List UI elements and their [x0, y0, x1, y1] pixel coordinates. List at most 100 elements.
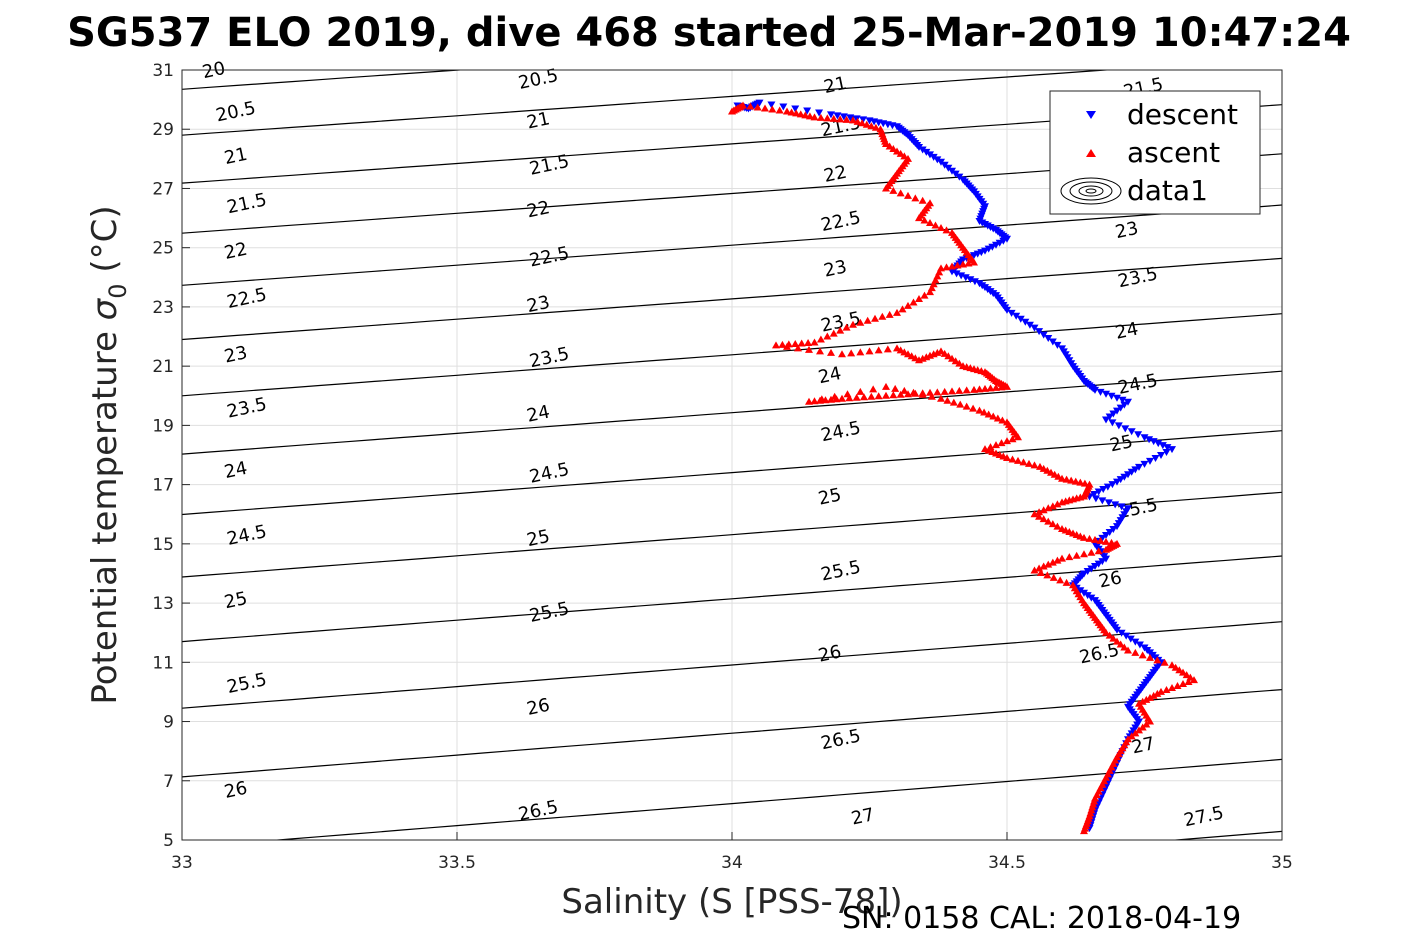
- ascent-point: [948, 262, 956, 270]
- ascent-point: [904, 301, 912, 309]
- ascent-point: [883, 345, 892, 353]
- ascent-point: [955, 359, 964, 367]
- contour-label: 26: [222, 778, 249, 803]
- ascent-point: [871, 123, 880, 131]
- contour-label: 25: [816, 484, 843, 509]
- ascent-point: [896, 390, 905, 398]
- ascent-point: [801, 111, 810, 119]
- ascent-point: [1058, 498, 1066, 506]
- descent-point: [999, 237, 1008, 245]
- contour-line: [270, 758, 1282, 840]
- ascent-point: [1044, 504, 1053, 512]
- ascent-point: [975, 385, 984, 393]
- descent-point: [1151, 454, 1160, 462]
- ascent-point: [948, 354, 956, 362]
- descent-point: [952, 270, 961, 278]
- contour-line: [182, 430, 1282, 516]
- ascent-point: [992, 383, 1000, 391]
- ascent-point: [852, 393, 861, 401]
- ascent-point: [1048, 558, 1057, 566]
- ascent-point: [1014, 456, 1022, 464]
- ascent-point: [1153, 656, 1162, 664]
- descent-point: [1080, 589, 1088, 597]
- ascent-point: [1085, 534, 1094, 542]
- ascent-point: [830, 392, 839, 400]
- descent-point: [815, 109, 824, 117]
- descent-point: [929, 153, 938, 161]
- ascent-point: [1094, 547, 1103, 555]
- descent-point: [1118, 396, 1127, 404]
- contour-label: 22: [822, 162, 849, 187]
- contour-line: [182, 370, 1282, 455]
- ascent-point: [1138, 651, 1147, 659]
- descent-point: [1126, 635, 1135, 643]
- ascent-point: [955, 386, 964, 394]
- descent-point: [1116, 476, 1125, 484]
- legend: descent ascent data1: [1049, 90, 1261, 215]
- ascent-point: [904, 191, 912, 199]
- y-tick-label: 29: [152, 120, 174, 140]
- ascent-point: [1182, 671, 1191, 679]
- descent-point: [1135, 641, 1144, 649]
- ascent-point: [768, 105, 777, 113]
- ascent-point: [862, 120, 871, 128]
- ascent-point: [746, 102, 755, 110]
- ascent-point: [889, 186, 898, 194]
- ascent-point: [1044, 560, 1053, 568]
- ascent-point: [783, 107, 791, 115]
- descent-point: [1131, 638, 1140, 646]
- ascent-point: [863, 316, 872, 324]
- ascent-point: [1135, 726, 1143, 734]
- ascent-point: [1087, 548, 1096, 556]
- y-tick-label: 13: [152, 594, 174, 614]
- contour-label: 23: [1113, 218, 1140, 243]
- descent-point: [961, 274, 970, 282]
- ascent-point: [889, 391, 898, 399]
- ascent-point: [838, 394, 846, 402]
- descent-point: [1162, 449, 1171, 457]
- ascent-point: [1056, 576, 1065, 584]
- y-tick-label: 15: [152, 535, 174, 555]
- ascent-point: [1080, 550, 1088, 558]
- ascent-point: [1102, 545, 1110, 553]
- descent-point: [1098, 558, 1107, 566]
- contour-label: 23: [525, 292, 552, 317]
- ascent-point: [942, 263, 951, 271]
- y-tick-label: 9: [163, 713, 174, 733]
- descent-point: [1103, 483, 1112, 491]
- ascent-point: [1109, 634, 1118, 642]
- descent-point: [1158, 442, 1167, 450]
- descent-point: [1003, 306, 1011, 314]
- descent-point: [1016, 315, 1025, 323]
- ascent-point: [931, 221, 940, 229]
- descent-point: [1113, 626, 1121, 634]
- descent-point: [1140, 460, 1149, 468]
- ascent-point: [1048, 502, 1057, 510]
- contour-label: 25: [222, 588, 249, 613]
- descent-point: [1102, 390, 1110, 398]
- y-tick-label: 7: [163, 772, 174, 792]
- ascent-point: [1131, 648, 1140, 656]
- ascent-point: [858, 119, 867, 127]
- ascent-point: [962, 402, 971, 410]
- descent-point: [1122, 632, 1131, 640]
- ascent-point: [849, 116, 857, 124]
- ascent-point: [810, 397, 819, 405]
- ascent-point: [843, 390, 852, 398]
- contour-label: 23: [822, 256, 849, 281]
- descent-point: [1113, 394, 1121, 402]
- ascent-point: [1080, 827, 1088, 835]
- descent-point: [827, 111, 835, 119]
- ascent-point: [1043, 571, 1052, 579]
- ascent-point: [1062, 475, 1071, 483]
- ascent-point: [909, 298, 918, 306]
- descent-point: [1145, 436, 1154, 444]
- descent-point: [957, 272, 966, 280]
- contour-label: 26: [525, 695, 552, 720]
- ascent-point: [878, 312, 887, 320]
- ascent-point: [896, 149, 905, 157]
- ascent-point: [1058, 474, 1066, 482]
- ascent-point: [920, 291, 929, 299]
- contour-label: 24: [1113, 319, 1140, 344]
- contour-label: 24: [222, 458, 249, 483]
